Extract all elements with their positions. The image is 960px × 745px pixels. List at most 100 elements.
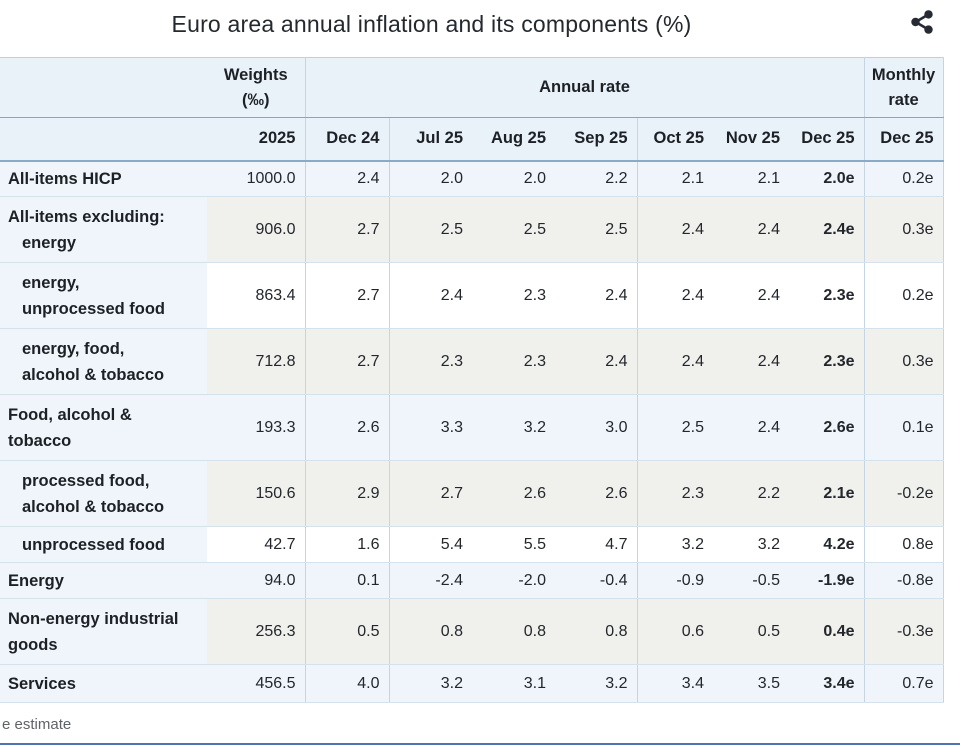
header-period-row: 2025 Dec 24 Jul 25 Aug 25 Sep 25 Oct 25 … xyxy=(0,117,944,162)
row-label: energy xyxy=(22,233,77,252)
cell-annual: 0.5 xyxy=(305,598,390,665)
col-header-weights: Weights (‰) xyxy=(207,57,306,118)
cell-annual-estimate: 2.4e xyxy=(789,196,865,263)
row-label-cell: energy, unprocessed food xyxy=(0,262,207,329)
cell-annual: -2.4 xyxy=(389,562,472,599)
col-header-dec25: Dec 25 xyxy=(789,117,865,162)
cell-weight: 456.5 xyxy=(207,664,306,703)
cell-annual: 4.0 xyxy=(305,664,390,703)
cell-annual: 3.2 xyxy=(637,526,713,563)
cell-annual: 0.5 xyxy=(713,598,789,665)
cell-annual: 2.7 xyxy=(305,196,390,263)
share-button[interactable] xyxy=(907,7,937,37)
cell-weight: 863.4 xyxy=(207,262,306,329)
cell-annual: 5.5 xyxy=(472,526,555,563)
cell-annual: 2.7 xyxy=(389,460,472,527)
cell-annual: 3.0 xyxy=(555,394,638,461)
cell-monthly: 0.3e xyxy=(864,196,944,263)
cell-annual: 5.4 xyxy=(389,526,472,563)
table-row: All-items HICP 1000.0 2.4 2.0 2.0 2.2 2.… xyxy=(0,160,944,197)
cell-annual-estimate: 2.0e xyxy=(789,160,865,197)
cell-annual: 0.1 xyxy=(305,562,390,599)
row-label: alcohol & tobacco xyxy=(22,497,165,516)
row-label-cell: Energy xyxy=(0,562,207,599)
cell-annual: 2.0 xyxy=(389,160,472,197)
row-label-cell: unprocessed food xyxy=(0,526,207,563)
cell-annual: 2.7 xyxy=(305,328,390,395)
col-header-nov25: Nov 25 xyxy=(713,117,789,162)
cell-annual: 3.1 xyxy=(472,664,555,703)
row-label-cell: Food, alcohol & tobacco xyxy=(0,394,207,461)
weights-label: Weights xyxy=(223,65,288,84)
weights-unit: (‰) xyxy=(242,90,270,109)
cell-annual: 2.5 xyxy=(389,196,472,263)
cell-annual-estimate: 2.3e xyxy=(789,328,865,395)
cell-monthly: -0.8e xyxy=(864,562,944,599)
cell-annual: 3.2 xyxy=(713,526,789,563)
cell-annual-estimate: 2.1e xyxy=(789,460,865,527)
cell-monthly: 0.1e xyxy=(864,394,944,461)
cell-annual: -2.0 xyxy=(472,562,555,599)
cell-annual: 3.2 xyxy=(389,664,472,703)
cell-annual: 2.4 xyxy=(389,262,472,329)
col-header-monthly-rate: Monthly rate xyxy=(864,57,944,118)
cell-monthly: 0.2e xyxy=(864,160,944,197)
row-label: Food, alcohol & xyxy=(8,405,132,424)
cell-annual: 4.7 xyxy=(555,526,638,563)
row-label-cell: energy, food, alcohol & tobacco xyxy=(0,328,207,395)
cell-annual: 0.8 xyxy=(472,598,555,665)
table-row: unprocessed food 42.7 1.6 5.4 5.5 4.7 3.… xyxy=(0,526,944,563)
col-header-dec24: Dec 24 xyxy=(305,117,390,162)
cell-monthly: 0.8e xyxy=(864,526,944,563)
table-row: Non-energy industrial goods 256.3 0.5 0.… xyxy=(0,598,944,665)
cell-annual-estimate: -1.9e xyxy=(789,562,865,599)
row-label: goods xyxy=(8,635,58,654)
row-label: energy, xyxy=(22,273,80,292)
cell-annual: 0.8 xyxy=(555,598,638,665)
cell-annual: 3.2 xyxy=(555,664,638,703)
cell-annual: 2.4 xyxy=(637,328,713,395)
cell-weight: 193.3 xyxy=(207,394,306,461)
col-header-jul25: Jul 25 xyxy=(389,117,472,162)
title-bar: Euro area annual inflation and its compo… xyxy=(0,0,943,57)
row-label: All-items excluding: xyxy=(8,207,165,226)
cell-annual: 2.4 xyxy=(637,196,713,263)
col-header-annual-rate: Annual rate xyxy=(305,57,865,118)
cell-annual: 2.3 xyxy=(472,328,555,395)
monthly-label-2: rate xyxy=(888,90,919,109)
bottom-divider xyxy=(0,743,960,745)
row-label: Services xyxy=(8,674,76,693)
cell-annual: 2.3 xyxy=(472,262,555,329)
cell-annual: 2.9 xyxy=(305,460,390,527)
corner-cell xyxy=(0,57,207,118)
cell-weight: 712.8 xyxy=(207,328,306,395)
row-label-cell: Non-energy industrial goods xyxy=(0,598,207,665)
footnote-estimate: e estimate xyxy=(2,716,72,733)
row-label-cell: processed food, alcohol & tobacco xyxy=(0,460,207,527)
cell-weight: 906.0 xyxy=(207,196,306,263)
col-header-oct25: Oct 25 xyxy=(637,117,713,162)
table-row: Food, alcohol & tobacco 193.3 2.6 3.3 3.… xyxy=(0,394,944,461)
row-label: alcohol & tobacco xyxy=(22,365,165,384)
monthly-label: Monthly xyxy=(871,65,936,84)
cell-annual: 2.4 xyxy=(713,394,789,461)
cell-annual: 2.2 xyxy=(555,160,638,197)
cell-annual: 2.4 xyxy=(305,160,390,197)
cell-annual-estimate: 2.6e xyxy=(789,394,865,461)
col-header-weights-year: 2025 xyxy=(207,117,306,162)
cell-annual-estimate: 2.3e xyxy=(789,262,865,329)
row-label: All-items HICP xyxy=(8,169,122,188)
row-label: unprocessed food xyxy=(22,299,166,318)
cell-annual: 2.4 xyxy=(555,262,638,329)
cell-annual: 2.6 xyxy=(472,460,555,527)
cell-monthly: 0.2e xyxy=(864,262,944,329)
cell-annual: 2.6 xyxy=(305,394,390,461)
cell-weight: 94.0 xyxy=(207,562,306,599)
cell-annual: 0.8 xyxy=(389,598,472,665)
col-header-aug25: Aug 25 xyxy=(472,117,555,162)
header-group-row: Weights (‰) Annual rate Monthly rate xyxy=(0,57,944,118)
cell-annual: 2.4 xyxy=(713,196,789,263)
share-icon xyxy=(909,10,935,38)
row-label-cell: Services xyxy=(0,664,207,703)
cell-monthly: -0.3e xyxy=(864,598,944,665)
